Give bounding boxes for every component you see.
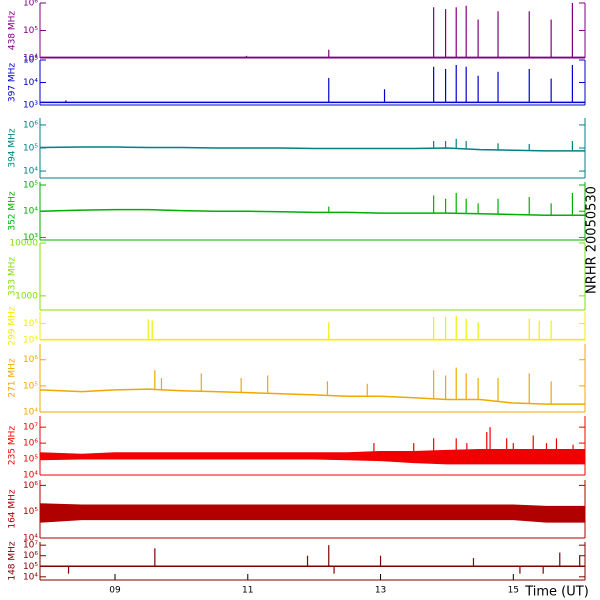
panel-label: 148 MHz: [8, 541, 18, 581]
y-tick-label: 10⁷: [23, 541, 38, 551]
band: [39, 503, 586, 523]
y-tick-label: 10⁵: [23, 56, 38, 66]
series-line: [39, 388, 585, 405]
y-tick-label: 10⁵: [23, 180, 38, 190]
y-tick-label: 10⁴: [23, 336, 38, 346]
y-tick-label: 10⁴: [23, 207, 38, 217]
x-tick-label: 11: [242, 586, 253, 596]
y-tick-label: 10⁴: [23, 78, 38, 88]
y-tick-label: 10⁴: [23, 471, 38, 481]
y-tick-label: 10⁷: [23, 423, 38, 433]
y-tick-label: 10⁶: [23, 0, 38, 9]
y-tick-label: 10⁴: [23, 534, 38, 544]
panel-label: 394 MHz: [8, 128, 18, 168]
x-tick-label: 13: [375, 586, 386, 596]
panel-label: 164 MHz: [8, 489, 18, 529]
y-tick-label: 10⁶: [23, 551, 38, 561]
panel-label: 333 MHz: [8, 257, 18, 297]
y-tick-label: 10⁶: [23, 355, 38, 365]
panel-label: 397 MHz: [8, 63, 18, 103]
y-tick-label: 10³: [23, 233, 38, 243]
y-tick-label: 10⁵: [23, 507, 38, 517]
x-tick-label: 09: [109, 586, 121, 596]
y-tick-label: 10⁵: [23, 455, 38, 465]
y-tick-label: 10000: [9, 239, 38, 249]
panel-label: 438 MHz: [8, 11, 18, 51]
x-tick-label: 15: [508, 586, 519, 596]
side-label: NRHR 20050530: [585, 186, 600, 294]
panel-label: 271 MHz: [8, 358, 18, 398]
y-tick-label: 1000: [15, 291, 38, 301]
y-tick-label: 10⁶: [23, 120, 38, 130]
y-tick-label: 10⁶: [23, 439, 38, 449]
y-tick-label: 10⁴: [23, 572, 38, 582]
y-tick-label: 10⁴: [23, 408, 38, 418]
panel-label: 299 MHz: [8, 306, 18, 346]
y-tick-label: 10³: [23, 101, 38, 111]
y-tick-label: 10⁴: [23, 54, 38, 64]
y-tick-label: 10⁴: [23, 167, 38, 177]
panel-label: 235 MHz: [8, 426, 18, 466]
band: [39, 448, 586, 465]
y-tick-label: 10⁵: [23, 319, 38, 329]
x-axis-label: Time (UT): [524, 585, 589, 600]
y-tick-label: 10⁵: [23, 26, 38, 36]
y-tick-label: 10⁵: [23, 381, 38, 391]
series-line: [39, 208, 585, 217]
panel-label: 352 MHz: [8, 191, 18, 231]
y-tick-label: 10⁶: [23, 481, 38, 491]
y-tick-label: 10⁵: [23, 144, 38, 154]
y-tick-label: 10⁵: [23, 562, 38, 572]
series-line: [39, 146, 585, 152]
